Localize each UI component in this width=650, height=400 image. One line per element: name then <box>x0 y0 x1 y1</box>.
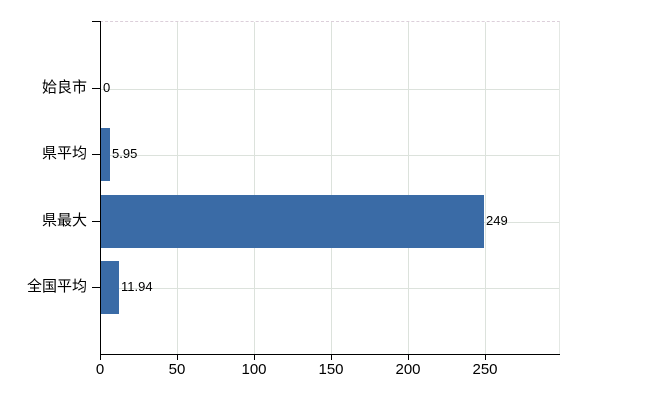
gridline-vertical <box>485 22 486 354</box>
gridline-horizontal <box>100 288 559 289</box>
x-tick-label: 100 <box>241 361 267 378</box>
category-label: 姶良市 <box>41 79 87 96</box>
x-tick-label: 200 <box>395 361 421 378</box>
y-axis-tick <box>92 221 100 222</box>
plot-area <box>100 21 560 354</box>
category-label: 県平均 <box>41 145 87 162</box>
gridline-vertical <box>177 22 178 354</box>
x-axis-tick <box>408 355 409 360</box>
x-axis-line <box>100 354 560 355</box>
x-axis-tick <box>485 355 486 360</box>
y-axis-line <box>100 21 101 355</box>
x-tick-label: 150 <box>318 361 344 378</box>
gridline-vertical <box>408 22 409 354</box>
gridline-horizontal <box>100 155 559 156</box>
x-axis-tick <box>254 355 255 360</box>
gridline-vertical <box>331 22 332 354</box>
value-label: 5.95 <box>112 146 138 161</box>
value-label: 11.94 <box>121 279 153 294</box>
x-axis-tick <box>177 355 178 360</box>
bar <box>101 195 484 248</box>
gridline-vertical <box>254 22 255 354</box>
category-label: 県最大 <box>41 212 87 229</box>
x-axis-tick <box>331 355 332 360</box>
x-tick-label: 250 <box>472 361 498 378</box>
y-axis-tick <box>92 287 100 288</box>
gridline-horizontal <box>100 89 559 90</box>
y-axis-tick <box>92 154 100 155</box>
x-tick-label: 0 <box>95 361 105 378</box>
x-axis-tick <box>100 355 101 360</box>
y-axis-tick <box>92 88 100 89</box>
value-label: 249 <box>486 213 508 228</box>
bar <box>101 261 119 314</box>
category-label: 全国平均 <box>26 278 87 295</box>
y-axis-top-tick <box>92 21 100 22</box>
value-label: 0 <box>103 80 111 95</box>
bar <box>101 128 110 181</box>
x-tick-label: 50 <box>168 361 186 378</box>
